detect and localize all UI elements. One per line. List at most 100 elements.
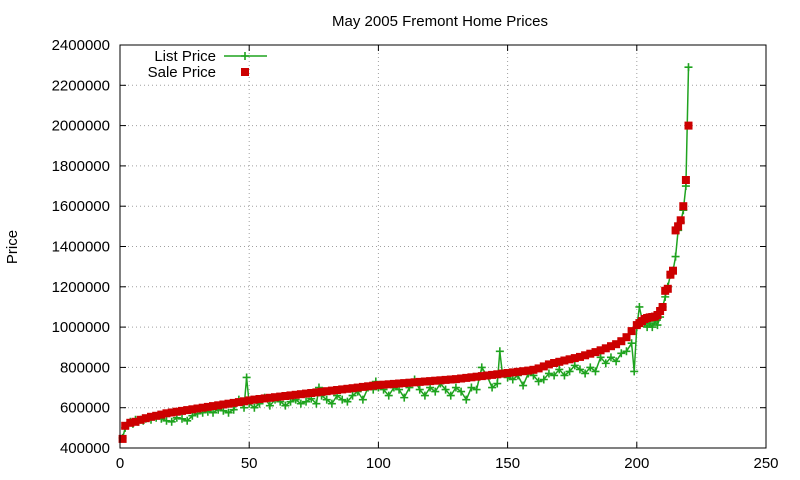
- sale-price-point: [426, 377, 435, 386]
- sale-price-point: [147, 412, 155, 421]
- sale-price-point: [291, 390, 300, 399]
- legend-label-list-price: List Price: [154, 48, 216, 65]
- sale-price-point: [415, 377, 424, 386]
- sale-price-point: [565, 355, 574, 364]
- y-axis-label: Price: [4, 230, 21, 264]
- sale-price-point: [612, 340, 621, 349]
- sale-price-point: [276, 392, 285, 401]
- sale-price-point: [353, 383, 362, 392]
- sale-price-point: [544, 360, 553, 369]
- list-price-point: [591, 367, 600, 376]
- sale-price-point: [131, 417, 140, 426]
- x-tick-labels: 0 50 100 150 200 250: [116, 455, 779, 472]
- list-price-point: [653, 321, 662, 330]
- sale-price-point: [348, 384, 357, 393]
- sale-price-point: [126, 418, 135, 427]
- list-price-point: [296, 399, 305, 408]
- legend-swatch-sale-price: [241, 68, 249, 76]
- list-price-point: [630, 367, 639, 376]
- sale-price-point: [255, 395, 264, 403]
- sale-price-point: [327, 386, 336, 395]
- sale-price-point: [676, 216, 685, 225]
- list-price-point: [224, 408, 233, 417]
- list-price-point: [281, 401, 290, 410]
- sale-price-point: [172, 407, 181, 416]
- sale-price-point: [617, 337, 626, 346]
- list-price-point: [488, 383, 497, 392]
- sale-price-point: [302, 389, 310, 398]
- sale-price-point: [245, 396, 254, 405]
- sale-price-point: [286, 391, 295, 400]
- legend-label-sale-price: Sale Price: [148, 64, 216, 81]
- sale-price-point: [296, 390, 305, 399]
- series-sale-price: [118, 121, 693, 443]
- list-price-point: [242, 373, 251, 382]
- sale-price-point: [472, 372, 481, 381]
- y-tick-label: 1800000: [52, 158, 110, 175]
- sale-price-point: [379, 380, 388, 389]
- sale-price-point: [446, 375, 455, 384]
- y-tick-label: 1600000: [52, 198, 110, 215]
- sale-price-point: [178, 406, 186, 415]
- list-price-point: [575, 365, 584, 374]
- sale-price-point: [317, 387, 326, 396]
- sale-price-point: [674, 222, 683, 231]
- list-price-point: [617, 349, 626, 358]
- sale-price-point: [312, 388, 321, 397]
- sale-price-point: [384, 380, 393, 389]
- sale-price-point: [534, 364, 543, 373]
- list-price-point: [312, 399, 321, 408]
- list-price-point: [627, 339, 636, 348]
- y-tick-label: 2400000: [52, 37, 110, 54]
- sale-price-point: [679, 202, 688, 211]
- sale-price-point: [209, 402, 217, 411]
- list-price-point: [671, 252, 680, 261]
- sale-price-point: [493, 370, 502, 379]
- sale-price-point: [271, 393, 279, 402]
- sale-price-point: [343, 384, 352, 393]
- sale-price-point: [224, 399, 233, 408]
- sale-price-point: [395, 379, 404, 388]
- list-price-point: [415, 385, 424, 394]
- list-price-point: [343, 397, 352, 406]
- sale-price-point: [389, 379, 398, 388]
- sale-price-point: [671, 226, 680, 235]
- list-price-point: [384, 391, 393, 400]
- list-price-point: [400, 393, 409, 402]
- y-tick-label: 400000: [60, 440, 110, 457]
- sale-price-point: [462, 373, 471, 382]
- sale-price-point: [684, 121, 693, 130]
- sale-price-point: [307, 389, 316, 397]
- list-price-point: [684, 63, 693, 72]
- list-price-point: [167, 417, 176, 426]
- list-price-point: [622, 347, 631, 356]
- legend-marker-list-price: [241, 52, 249, 60]
- y-tick-labels: 400000 600000 800000 1000000 1200000 1400000 1…: [52, 37, 110, 457]
- list-price-point: [495, 347, 504, 356]
- sale-price-point: [477, 372, 486, 381]
- sale-price-point: [508, 368, 517, 377]
- list-price-point: [462, 395, 471, 404]
- sale-price-point: [482, 371, 491, 380]
- sale-price-point: [183, 406, 192, 415]
- sale-price-point: [234, 398, 243, 407]
- list-price-point: [183, 416, 192, 425]
- list-price-point: [420, 391, 429, 400]
- y-tick-label: 1400000: [52, 239, 110, 256]
- y-tick-label: 1000000: [52, 319, 110, 336]
- list-price-point: [544, 369, 553, 378]
- sale-price-point: [364, 382, 373, 391]
- list-price-point: [493, 379, 502, 388]
- sale-price-point: [663, 284, 672, 293]
- x-tick-label: 100: [366, 455, 391, 472]
- sale-price-point: [260, 394, 269, 403]
- sale-price-point: [570, 354, 579, 363]
- sale-price-point: [431, 376, 440, 385]
- sale-price-point: [627, 327, 636, 336]
- list-price-point: [570, 361, 579, 370]
- list-price-point: [467, 383, 476, 392]
- sale-price-point: [498, 369, 507, 378]
- list-price-point: [178, 414, 187, 423]
- sale-price-point: [214, 401, 223, 410]
- list-price-point: [596, 353, 605, 362]
